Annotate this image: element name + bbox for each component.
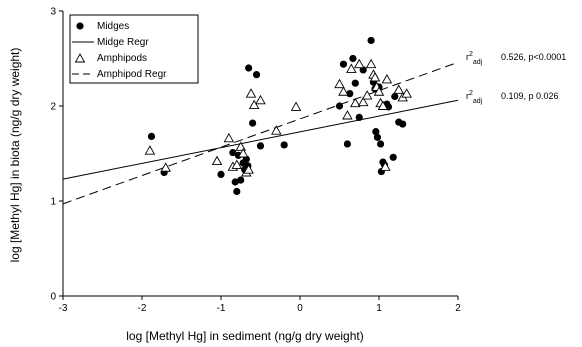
svg-text:r2adj: r2adj	[466, 51, 483, 66]
annotation-midge-regr: r2adj 0.109, p 0.026	[466, 90, 559, 105]
amphipod-point	[353, 58, 365, 69]
midge-point	[339, 60, 348, 68]
legend: Midges Midge Regr Amphipods Amphipod Reg…	[69, 14, 199, 84]
amphipod-point	[334, 78, 345, 89]
annotation-amphipod-sup: 2	[469, 51, 473, 58]
annotation-amphipod-value: 0.526, p<0.0001	[501, 52, 566, 62]
midge-point	[351, 79, 359, 87]
legend-amphipod-regr-label: Amphipod Regr	[97, 69, 167, 80]
x-tick-label: -3	[59, 303, 68, 314]
amphipod-point	[361, 90, 373, 100]
annotation-midge-r: r	[466, 91, 469, 101]
amphipod-point	[271, 125, 282, 135]
midge-point	[217, 170, 225, 178]
midge-point	[233, 187, 241, 196]
amphipod-point	[237, 148, 249, 158]
amphipod-point	[160, 162, 171, 172]
annotation-midge-sup: 2	[469, 90, 473, 97]
amphipod-point	[338, 86, 349, 96]
amphipod-point	[350, 97, 361, 108]
annotation-midge-sub: adj	[473, 98, 483, 105]
x-tick-label: 2	[455, 303, 461, 314]
annotation-amphipod-regr: r2adj 0.526, p<0.0001	[466, 51, 566, 66]
midge-regression-line	[62, 99, 459, 180]
midge-point	[355, 113, 363, 121]
midge-point	[391, 92, 399, 101]
amphipod-point	[245, 88, 257, 98]
amphipod-point	[223, 132, 235, 143]
amphipod-point	[243, 164, 254, 174]
annotation-amphipod-sub: adj	[473, 59, 483, 66]
legend-midges-marker	[76, 22, 84, 30]
midge-point	[373, 133, 382, 141]
midge-point	[280, 141, 288, 149]
midge-point	[349, 54, 357, 63]
midge-point	[252, 71, 261, 79]
midge-point	[229, 148, 237, 157]
amphipod-point	[255, 94, 266, 105]
y-tick-label: 0	[50, 292, 56, 303]
amphipod-point	[401, 88, 412, 98]
midge-point	[245, 64, 253, 72]
amphipod-point	[381, 73, 393, 84]
amphipod-point	[346, 63, 357, 73]
midge-point	[335, 102, 344, 110]
x-tick-label: 1	[376, 303, 382, 314]
tick-labels: -3 -2 -1 0 1 2 0 1 2 3	[50, 7, 461, 315]
amphipod-point	[377, 100, 389, 110]
amphipod-point	[380, 161, 391, 171]
amphipod-point	[369, 72, 381, 82]
data-points	[144, 36, 412, 196]
midge-point	[399, 120, 407, 128]
amphipod-point	[211, 155, 223, 166]
amphipod-point	[231, 159, 243, 169]
legend-box	[69, 14, 199, 84]
regression-lines	[62, 61, 459, 205]
amphipod-point	[373, 86, 385, 96]
legend-midge-regr-label: Midge Regr	[97, 37, 149, 48]
midge-point	[367, 36, 375, 45]
axes	[59, 10, 459, 300]
amphipod-point	[144, 145, 156, 155]
amphipod-point	[342, 110, 353, 120]
legend-amphipods-label: Amphipods	[97, 53, 147, 64]
svg-text:r2adj: r2adj	[466, 90, 483, 105]
y-tick-label: 3	[50, 7, 56, 18]
amphipod-point	[357, 96, 369, 107]
midge-point	[249, 119, 257, 127]
amphipod-point	[393, 84, 405, 94]
y-axis-title: log [Methyl Hg] in biota (ng/g dry weigh…	[8, 48, 22, 263]
amphipod-point	[365, 58, 377, 69]
y-tick-label: 1	[50, 197, 56, 208]
annotation-midge-value: 0.109, p 0.026	[501, 91, 559, 101]
midge-point	[231, 178, 239, 186]
y-tick-label: 2	[50, 102, 56, 113]
midge-point	[256, 142, 265, 150]
midge-point	[372, 128, 380, 136]
midge-point	[147, 132, 156, 140]
legend-midges-label: Midges	[97, 21, 129, 32]
midge-point	[389, 153, 397, 161]
midge-point	[376, 140, 385, 148]
annotation-amphipod-r: r	[466, 52, 469, 62]
midge-point	[237, 176, 245, 184]
x-tick-label: -1	[217, 303, 226, 314]
x-tick-label: 0	[297, 303, 303, 314]
amphipod-point	[248, 99, 260, 109]
midge-point	[343, 140, 351, 148]
legend-amphipods-marker	[74, 53, 86, 63]
x-tick-label: -2	[138, 303, 147, 314]
x-axis-title: log [Methyl Hg] in sediment (ng/g dry we…	[126, 329, 363, 343]
amphipod-point	[290, 101, 302, 111]
